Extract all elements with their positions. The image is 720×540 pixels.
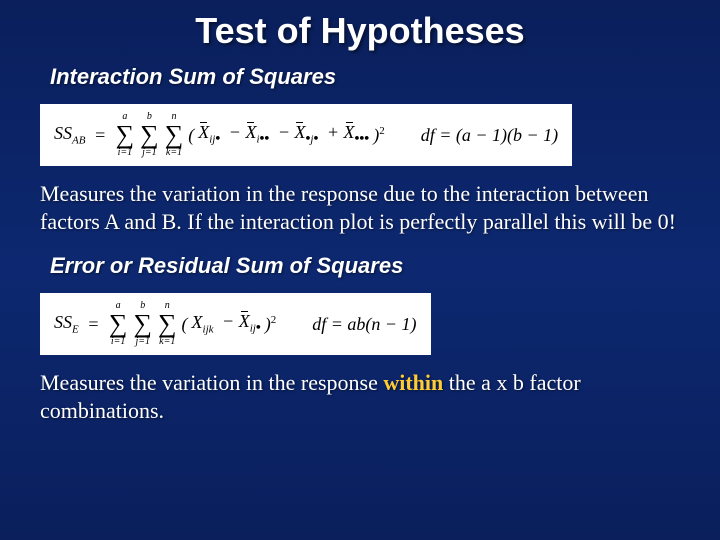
paren-open: ( — [182, 314, 188, 335]
sum-i: a∑i=1 — [116, 112, 135, 158]
lhs: SSAB — [54, 123, 85, 147]
paren-open: ( — [188, 125, 194, 146]
term4: + X••• — [322, 122, 369, 148]
term1: Xijk — [192, 312, 214, 336]
df: df = ab(n − 1) — [312, 314, 416, 335]
section2-body: Measures the variation in the response w… — [40, 369, 680, 424]
slide-title: Test of Hypotheses — [30, 10, 690, 52]
lhs: SSE — [54, 312, 79, 336]
body-highlight: within — [383, 370, 443, 395]
equals: = — [83, 314, 104, 335]
paren-close: )2 — [265, 314, 277, 335]
section2-heading: Error or Residual Sum of Squares — [50, 253, 690, 279]
sum-j: b∑j=1 — [133, 301, 152, 347]
term1: Xij• — [198, 122, 220, 148]
sum-k: n∑k=1 — [165, 112, 184, 158]
sum-j: b∑j=1 — [140, 112, 159, 158]
section1-heading: Interaction Sum of Squares — [50, 64, 690, 90]
df: df = (a − 1)(b − 1) — [421, 125, 558, 146]
sum-k: n∑k=1 — [158, 301, 177, 347]
term2: − Xij• — [218, 311, 261, 337]
term2: − Xi•• — [224, 122, 269, 148]
formula-interaction-ss: SSAB = a∑i=1 b∑j=1 n∑k=1 ( Xij• − Xi•• −… — [40, 104, 572, 166]
section1-body: Measures the variation in the response d… — [40, 180, 680, 235]
sum-i: a∑i=1 — [109, 301, 128, 347]
formula-error-ss: SSE = a∑i=1 b∑j=1 n∑k=1 ( Xijk − Xij• )2… — [40, 293, 431, 355]
paren-close: )2 — [373, 125, 385, 146]
slide: Test of Hypotheses Interaction Sum of Sq… — [0, 0, 720, 462]
equals: = — [89, 125, 110, 146]
body-pre: Measures the variation in the response — [40, 370, 383, 395]
term3: − X•j• — [273, 122, 318, 148]
